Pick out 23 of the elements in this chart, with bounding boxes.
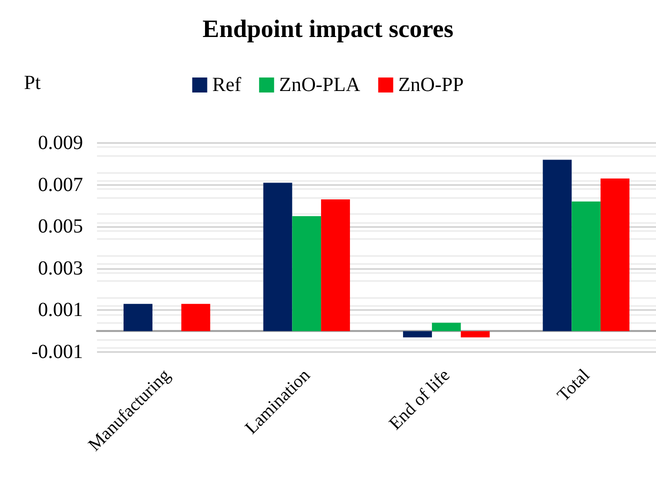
bar <box>600 178 630 332</box>
bar <box>403 331 432 338</box>
bar <box>542 160 572 332</box>
bar <box>432 322 461 332</box>
y-tick-label: 0.007 <box>38 174 83 196</box>
y-tick-label: 0.005 <box>38 216 83 238</box>
bar <box>321 199 350 332</box>
legend-label: ZnO-PP <box>398 74 464 96</box>
y-tick-label: -0.001 <box>31 341 83 363</box>
y-tick-label: 0.009 <box>38 132 83 154</box>
bar <box>572 202 601 332</box>
bar <box>460 331 490 338</box>
bar <box>263 182 292 332</box>
y-tick-label: 0.003 <box>38 257 83 280</box>
x-tick-label: End of life <box>384 364 454 434</box>
bar <box>124 304 152 332</box>
legend-label: ZnO-PLA <box>279 74 361 96</box>
y-tick-label: 0.001 <box>38 299 83 322</box>
y-axis-title: Pt <box>24 72 42 94</box>
bar <box>292 216 322 332</box>
legend-label: Ref <box>212 74 242 96</box>
chart-title: Endpoint impact scores <box>202 16 454 43</box>
bar <box>181 304 210 332</box>
